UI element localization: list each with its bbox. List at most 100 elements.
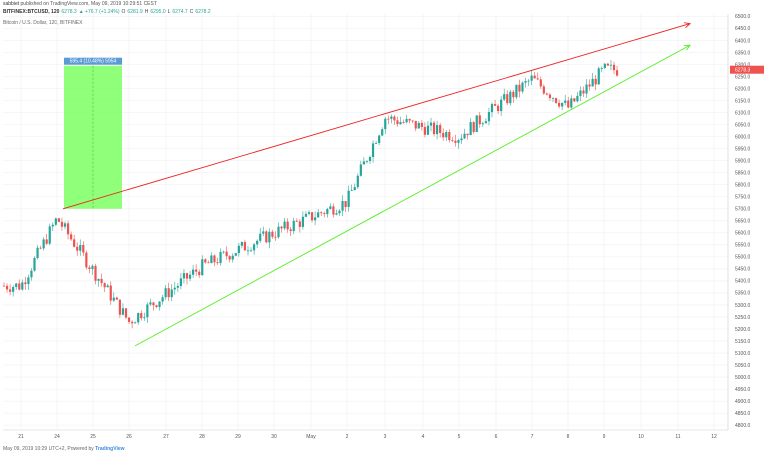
- candle-body: [106, 285, 109, 288]
- y-tick-label: 5500.0: [735, 255, 751, 261]
- candle-body: [155, 305, 158, 307]
- y-tick-label: 5650.0: [735, 219, 751, 225]
- author-name[interactable]: sabbiet: [3, 1, 20, 7]
- candle-body: [426, 125, 430, 135]
- candle-body: [320, 212, 323, 214]
- candle-body: [445, 132, 448, 138]
- y-tick-label: 5250.0: [735, 315, 751, 321]
- high-value: 6295.0: [150, 9, 166, 15]
- y-tick-label: 5700.0: [735, 207, 751, 213]
- candle-body: [213, 255, 216, 263]
- candle-body: [539, 79, 542, 87]
- axes-layer: 6500.0 6450.0 6400.0 6350.0 6300.0 6250.0 6200…: [3, 14, 764, 440]
- measure-box: [64, 65, 122, 209]
- candle-body: [225, 251, 228, 257]
- candle-body: [271, 231, 274, 237]
- candle-body: [216, 262, 219, 264]
- y-tick-label: 5600.0: [735, 231, 751, 237]
- candle-body: [542, 86, 545, 94]
- candle-body: [490, 104, 494, 113]
- candle-body: [524, 81, 527, 83]
- candle-body: [484, 121, 487, 124]
- x-tick-label: 27: [163, 434, 169, 440]
- candle-body: [597, 68, 600, 85]
- candle-body: [158, 301, 161, 307]
- candle-body: [152, 302, 155, 306]
- candle-body: [246, 250, 250, 252]
- candle-body: [356, 175, 359, 188]
- candle-body: [341, 201, 344, 211]
- candle-body: [219, 251, 222, 264]
- price-change: ▲ +76.7 (+1.24%): [78, 9, 120, 15]
- y-tick-label: 5200.0: [735, 327, 751, 333]
- y-tick-label: 6300.0: [735, 62, 751, 68]
- candle-body: [54, 218, 57, 225]
- candle-body: [399, 121, 402, 125]
- candle-body: [57, 218, 60, 222]
- candle-body: [396, 120, 399, 125]
- y-tick-label: 4850.0: [735, 411, 751, 417]
- candle-body: [573, 98, 576, 102]
- candle-body: [314, 217, 317, 221]
- candle-body: [298, 221, 301, 227]
- candle-body: [521, 82, 524, 92]
- candle-body: [94, 265, 97, 281]
- candle-body: [143, 317, 146, 319]
- candle-body: [207, 262, 210, 264]
- candle-body: [280, 226, 283, 229]
- x-tick-label: 24: [54, 434, 60, 440]
- candle-body: [393, 116, 396, 121]
- candle-body: [109, 285, 112, 301]
- candle-body: [85, 252, 88, 268]
- published-text: published on TradingView.com, May 09, 20…: [20, 1, 157, 7]
- candle-body: [384, 118, 387, 130]
- last-price-tag: [730, 65, 764, 74]
- x-tick-label: 29: [235, 434, 241, 440]
- x-tick-label: 5: [458, 434, 461, 440]
- footer-date: May 09, 2019 10:29 UTC+2: [3, 446, 65, 452]
- candle-body: [436, 125, 439, 135]
- candle-body: [240, 242, 243, 246]
- y-tick-label: 5400.0: [735, 279, 751, 285]
- candle-body: [265, 231, 268, 243]
- y-tick-label: 5750.0: [735, 195, 751, 201]
- x-tick-label: 21: [18, 434, 24, 440]
- y-tick-label: 6050.0: [735, 122, 751, 128]
- support-trendline: [134, 44, 691, 347]
- candle-body: [274, 236, 277, 238]
- candle-body: [579, 90, 582, 96]
- candle-body: [442, 132, 445, 138]
- candle-body: [70, 234, 73, 240]
- candle-body: [173, 287, 176, 290]
- candle-body: [536, 78, 539, 80]
- candle-body: [115, 297, 118, 300]
- candle-body: [612, 64, 616, 71]
- candle-body: [576, 95, 579, 102]
- candle-body: [231, 255, 234, 260]
- chart-subtitle: Bitcoin / U.S. Dollar, 120, BITFINEX: [3, 20, 83, 26]
- candle-body: [88, 267, 91, 270]
- candle-body: [307, 212, 311, 214]
- candle-body: [414, 120, 417, 129]
- x-tick-label: 25: [90, 434, 96, 440]
- candle-body: [188, 274, 192, 279]
- last-price-tag-text: 6278.3: [735, 68, 751, 74]
- candle-body: [493, 104, 497, 106]
- candle-body: [402, 121, 405, 123]
- y-tick-label: 6400.0: [735, 38, 751, 44]
- candle-body: [411, 120, 414, 122]
- candle-body: [112, 297, 115, 301]
- candle-body: [457, 140, 460, 143]
- x-tick-label: 8: [567, 434, 570, 440]
- candle-body: [329, 206, 332, 209]
- support-trendline-arrowhead: [683, 44, 691, 51]
- candle-body: [295, 220, 298, 222]
- candle-body: [167, 288, 170, 298]
- candle-body: [48, 226, 51, 244]
- candle-body: [609, 64, 613, 66]
- candle-body: [500, 99, 503, 112]
- tradingview-logo[interactable]: TradingView: [95, 446, 125, 452]
- candle-body: [253, 244, 256, 251]
- candle-body: [249, 250, 253, 252]
